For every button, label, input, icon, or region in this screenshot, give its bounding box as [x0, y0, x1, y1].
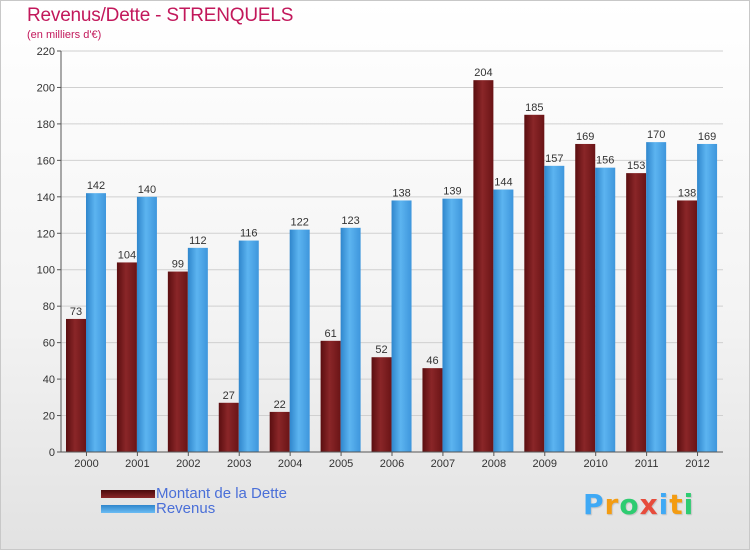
data-label: 27: [223, 390, 235, 402]
bar-revenus: [289, 229, 310, 452]
bar-revenus: [187, 247, 208, 452]
data-label: 122: [291, 217, 309, 229]
x-tick-label: 2012: [685, 458, 709, 470]
data-label: 99: [172, 259, 184, 271]
legend-swatch-revenus: [101, 505, 155, 513]
y-tick-label: 20: [43, 411, 55, 423]
bar-revenus: [697, 143, 718, 452]
y-tick-label: 40: [43, 374, 55, 386]
x-tick-label: 2008: [482, 458, 506, 470]
data-label: 116: [240, 228, 258, 240]
legend-label-debt: Montant de la Dette: [156, 485, 287, 502]
logo-letter: r: [604, 488, 620, 521]
legend-item-debt: Montant de la Dette: [101, 485, 361, 502]
x-tick-label: 2011: [635, 458, 659, 470]
bar-dette: [371, 357, 392, 452]
data-label: 22: [274, 399, 286, 411]
y-tick-label: 180: [37, 119, 55, 131]
bar-revenus: [595, 167, 616, 452]
y-tick-label: 200: [37, 82, 55, 94]
logo-letter: o: [619, 488, 640, 521]
logo-letter: i: [683, 488, 695, 521]
y-tick-label: 120: [37, 228, 55, 240]
y-tick-label: 140: [37, 192, 55, 204]
legend-item-revenus: Revenus: [101, 500, 361, 517]
data-label: 185: [525, 102, 543, 114]
data-label: 73: [70, 306, 82, 318]
data-label: 140: [138, 184, 156, 196]
bar-dette: [422, 368, 443, 452]
data-label: 123: [341, 215, 359, 227]
bar-dette: [575, 143, 596, 452]
logo-letter: P: [583, 488, 605, 521]
data-label: 52: [375, 344, 387, 356]
bar-dette: [167, 271, 188, 452]
bar-dette: [524, 114, 545, 452]
bar-revenus: [442, 198, 463, 452]
data-label: 142: [87, 180, 105, 192]
logo-letter: x: [639, 488, 659, 521]
bar-dette: [473, 80, 494, 452]
logo-letter: i: [658, 488, 670, 521]
y-tick-label: 160: [37, 155, 55, 167]
data-label: 61: [324, 328, 336, 340]
data-label: 169: [698, 131, 716, 143]
data-label: 144: [494, 177, 512, 189]
bar-revenus: [493, 189, 514, 452]
x-tick-label: 2004: [278, 458, 302, 470]
chart-title: Revenus/Dette - STRENQUELS: [27, 5, 294, 26]
y-tick-label: 100: [37, 265, 55, 277]
data-label: 104: [118, 249, 136, 261]
x-tick-label: 2007: [431, 458, 455, 470]
x-tick-label: 2009: [533, 458, 557, 470]
bar-revenus: [340, 227, 361, 452]
x-tick-label: 2005: [329, 458, 353, 470]
logo-letter: t: [669, 488, 684, 521]
bar-revenus: [136, 196, 157, 452]
bar-dette: [66, 318, 86, 452]
data-label: 112: [189, 235, 207, 247]
bar-dette: [218, 402, 239, 452]
data-label: 169: [576, 131, 594, 143]
bar-dette: [677, 200, 698, 452]
bar-dette: [269, 411, 290, 452]
data-label: 204: [474, 67, 492, 79]
x-tick-label: 2010: [583, 458, 607, 470]
bar-revenus: [391, 200, 412, 452]
y-tick-label: 0: [49, 447, 55, 459]
x-tick-label: 2006: [380, 458, 404, 470]
data-label: 170: [647, 129, 665, 141]
bar-dette: [116, 262, 137, 452]
bar-dette: [626, 173, 647, 452]
y-tick-label: 220: [37, 46, 55, 58]
proxiti-logo: Proxiti: [583, 488, 694, 521]
x-tick-label: 2003: [227, 458, 251, 470]
bar-dette: [320, 340, 341, 452]
x-tick-label: 2000: [74, 458, 98, 470]
data-label: 153: [627, 160, 645, 172]
x-tick-label: 2002: [176, 458, 200, 470]
bar-revenus: [238, 240, 259, 452]
data-label: 46: [426, 355, 438, 367]
chart-subtitle: (en milliers d'€): [27, 29, 102, 41]
data-label: 139: [443, 186, 461, 198]
legend-label-revenus: Revenus: [156, 500, 216, 517]
y-tick-label: 60: [43, 338, 55, 350]
data-label: 138: [392, 187, 410, 199]
data-label: 157: [545, 153, 563, 165]
bar-revenus: [86, 193, 106, 452]
legend-swatch-debt: [101, 490, 155, 498]
bar-revenus: [646, 142, 667, 453]
x-tick-label: 2001: [125, 458, 149, 470]
data-label: 156: [596, 155, 614, 167]
data-label: 138: [678, 187, 696, 199]
bar-revenus: [544, 165, 565, 452]
y-tick-label: 80: [43, 301, 55, 313]
